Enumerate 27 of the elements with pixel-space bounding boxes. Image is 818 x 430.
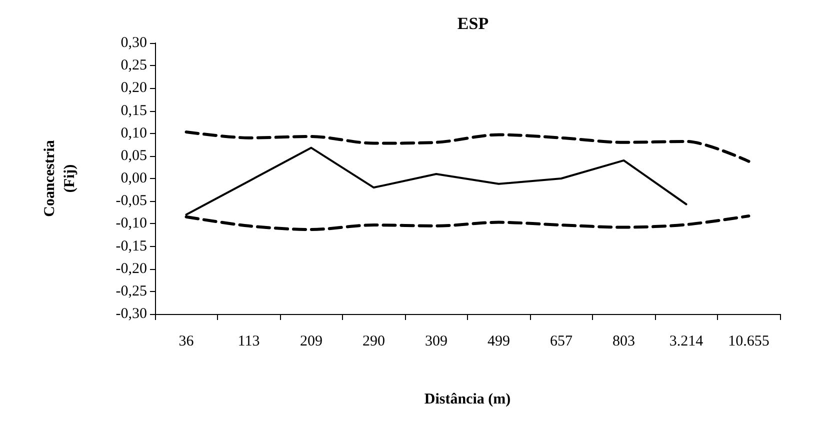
y-tick-label: 0,05 — [120, 148, 147, 164]
line-series — [184, 130, 750, 163]
x-tick-label: 10.655 — [728, 334, 770, 350]
x-axis-title: Distância (m) — [424, 392, 511, 408]
y-tick-label: 0,25 — [120, 58, 147, 74]
y-tick-label: -0,20 — [116, 260, 147, 277]
x-tick-label: 657 — [550, 334, 573, 350]
y-tick-label: 0,15 — [120, 102, 147, 119]
x-tick-label: 499 — [488, 334, 510, 350]
y-tick-label: -0,10 — [116, 216, 147, 232]
x-tick-label: 290 — [362, 334, 385, 350]
y-tick-label: 0,30 — [120, 35, 147, 51]
x-tick-label: 209 — [300, 334, 322, 350]
x-tick-label: 803 — [612, 334, 635, 350]
x-tick-label: 309 — [425, 334, 448, 350]
y-tick-label: -0,15 — [116, 238, 147, 254]
y-axis-title: Coancestria (Fij) — [42, 140, 78, 217]
x-tick-label: 3.214 — [669, 334, 704, 350]
x-tick-label: 113 — [238, 334, 260, 350]
x-tick-label: 36 — [178, 334, 194, 350]
y-tick-label: 0,20 — [120, 80, 147, 96]
y-tick-label: 0,00 — [120, 170, 147, 186]
y-tick-label: -0,05 — [116, 193, 147, 210]
y-tick-label: 0,10 — [120, 125, 147, 142]
y-tick-label: -0,30 — [116, 306, 147, 322]
y-tick-label: -0,25 — [116, 283, 147, 300]
chart-title: ESP — [457, 14, 489, 33]
